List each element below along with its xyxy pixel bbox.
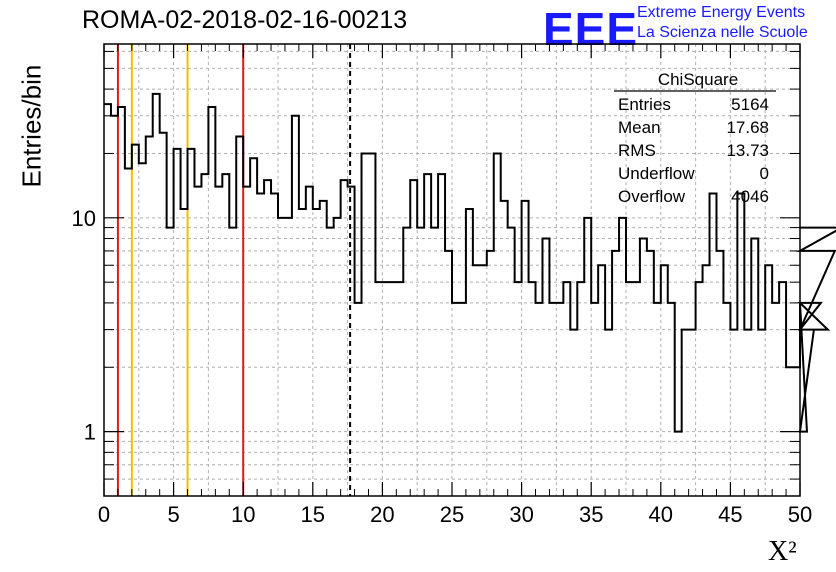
logo-tagline-1: Extreme Energy Events	[637, 4, 806, 21]
x-tick-label: 40	[649, 502, 673, 527]
stats-row-label: Underflow	[618, 164, 695, 183]
histogram-series	[104, 92, 836, 433]
stats-row-value: 0	[760, 164, 769, 183]
x-tick-label: 35	[579, 502, 603, 527]
x-tick-label: 50	[788, 502, 812, 527]
x-tick-label: 5	[167, 502, 179, 527]
y-tick-label: 1	[84, 420, 96, 445]
run-title: ROMA-02-2018-02-16-00213	[82, 6, 408, 34]
stats-row-label: Entries	[618, 95, 671, 114]
x-tick-label: 25	[440, 502, 464, 527]
stats-title: ChiSquare	[658, 70, 738, 89]
x-axis-label: X²	[768, 536, 797, 567]
logo-tagline-2: La Scienza nelle Scuole	[637, 24, 808, 41]
stats-row-label: Overflow	[618, 187, 686, 206]
stats-row-value: 17.68	[726, 118, 769, 137]
stats-row-value: 13.73	[726, 141, 769, 160]
y-tick-label: 10	[72, 206, 96, 231]
x-tick-label: 20	[370, 502, 394, 527]
x-tick-label: 10	[231, 502, 255, 527]
stats-row-value: 4046	[731, 187, 769, 206]
stats-row-value: 5164	[731, 95, 769, 114]
x-tick-label: 15	[301, 502, 325, 527]
stats-row-label: Mean	[618, 118, 661, 137]
x-tick-label: 45	[718, 502, 742, 527]
eee-logo: EEE	[543, 3, 639, 55]
x-tick-label: 0	[98, 502, 110, 527]
stats-row-label: RMS	[618, 141, 656, 160]
x-tick-label: 30	[509, 502, 533, 527]
